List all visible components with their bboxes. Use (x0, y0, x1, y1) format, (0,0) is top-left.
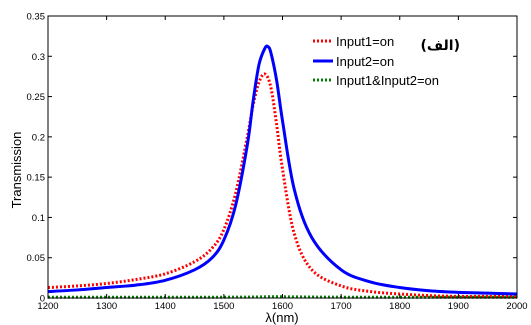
x-axis-title: λ(nm) (265, 310, 298, 325)
x-tick-label: 1600 (272, 301, 293, 312)
y-tick-label: 0.3 (32, 52, 45, 63)
y-tick-label: 0.25 (27, 92, 46, 103)
series-line-input2 (47, 44, 518, 296)
x-tick-label: 1200 (37, 301, 58, 312)
x-tick-label: 1300 (96, 301, 117, 312)
x-tick-label: 1700 (331, 301, 352, 312)
x-tick-label: 1500 (213, 301, 234, 312)
ticks-layer: 1200 1300 1400 1500 1600 1700 1800 1900 2000 0 0.0… (27, 12, 528, 313)
legend-label-input1: Input1=on (336, 34, 394, 49)
y-tick-label: 0.35 (27, 12, 46, 23)
y-tick-label: 0.15 (27, 173, 46, 184)
y-axis-title: Transmission (9, 132, 24, 209)
legend-label-input2: Input2=on (336, 54, 394, 69)
y-tick-label: 0.05 (27, 253, 46, 264)
legend-label-both: Input1&Input2=on (336, 73, 439, 88)
x-tick-label: 1900 (448, 301, 469, 312)
x-tick-label: 2000 (506, 301, 527, 312)
series-layer (47, 44, 518, 299)
plot-frame (47, 15, 518, 299)
y-tick-label: 0.1 (32, 213, 45, 224)
y-tick-label: 0.2 (32, 132, 45, 143)
x-tick-label: 1800 (389, 301, 410, 312)
x-tick-label: 1400 (155, 301, 176, 312)
series-line-input1 (47, 72, 517, 298)
panel-label: (الف) (420, 38, 460, 54)
y-tick-label: 0 (40, 294, 45, 305)
legend: Input1=on Input2=on Input1&Input2=on (313, 34, 439, 88)
